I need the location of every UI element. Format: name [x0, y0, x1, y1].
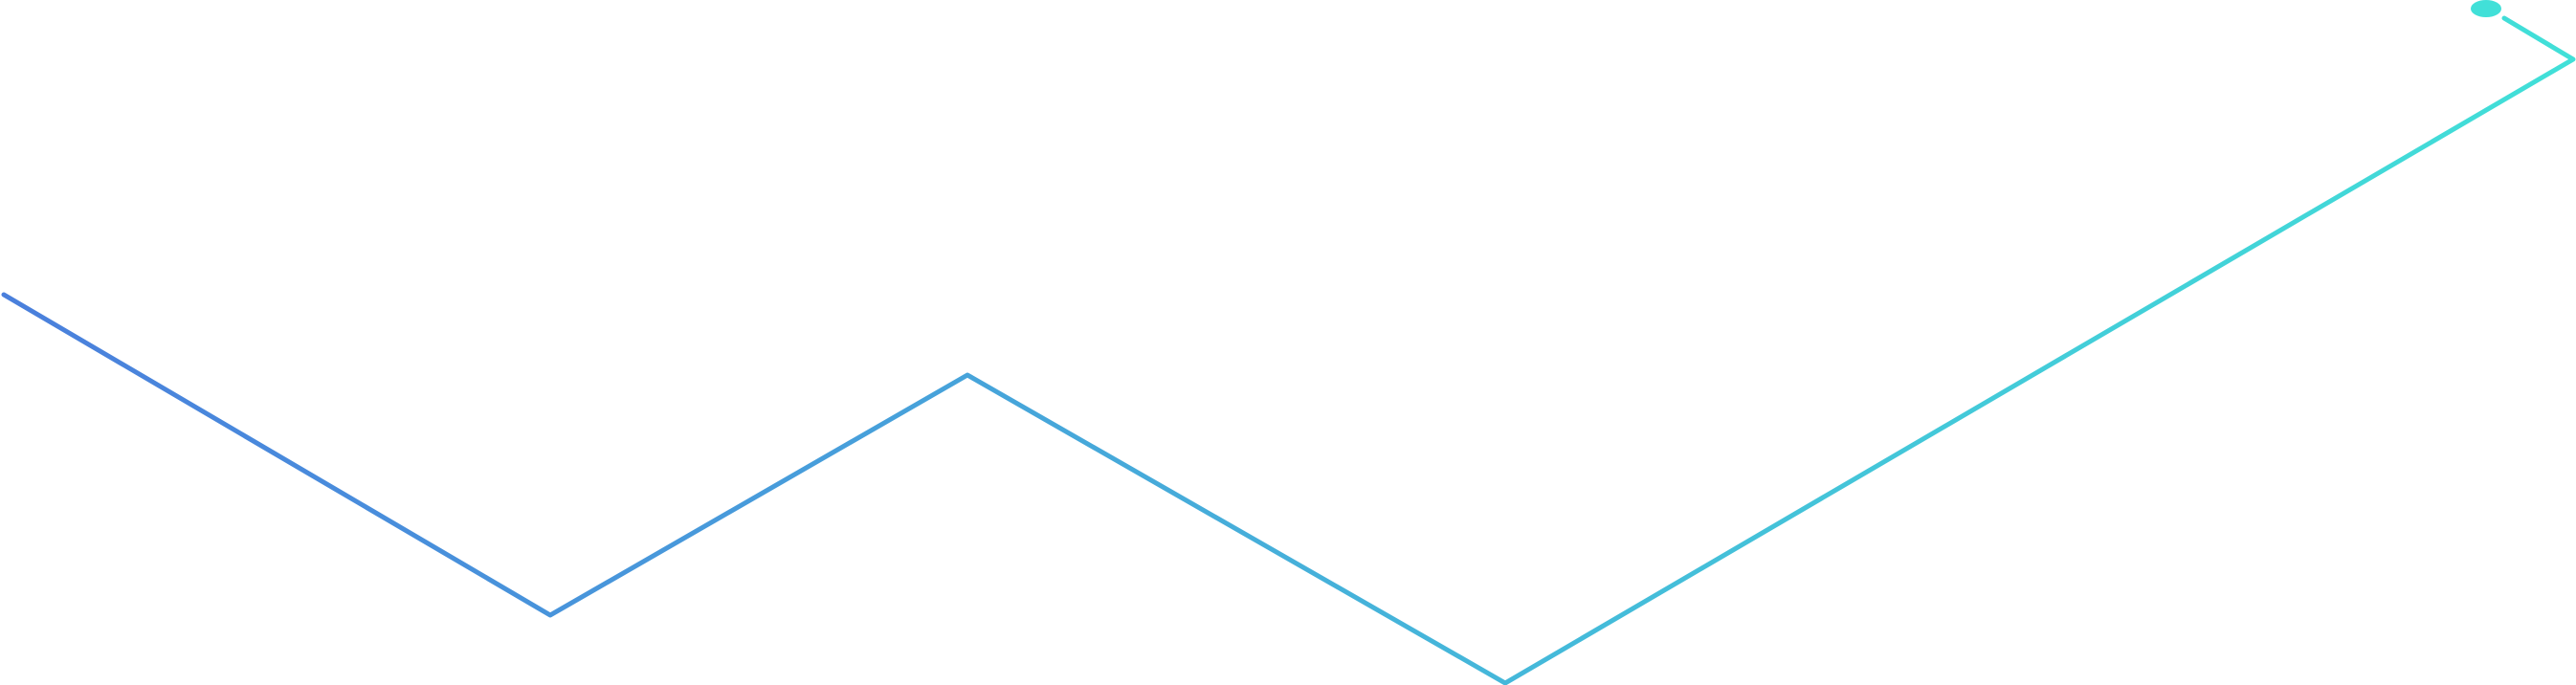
end-dot-marker	[2471, 0, 2501, 17]
zigzag-line	[1, 15, 2576, 685]
